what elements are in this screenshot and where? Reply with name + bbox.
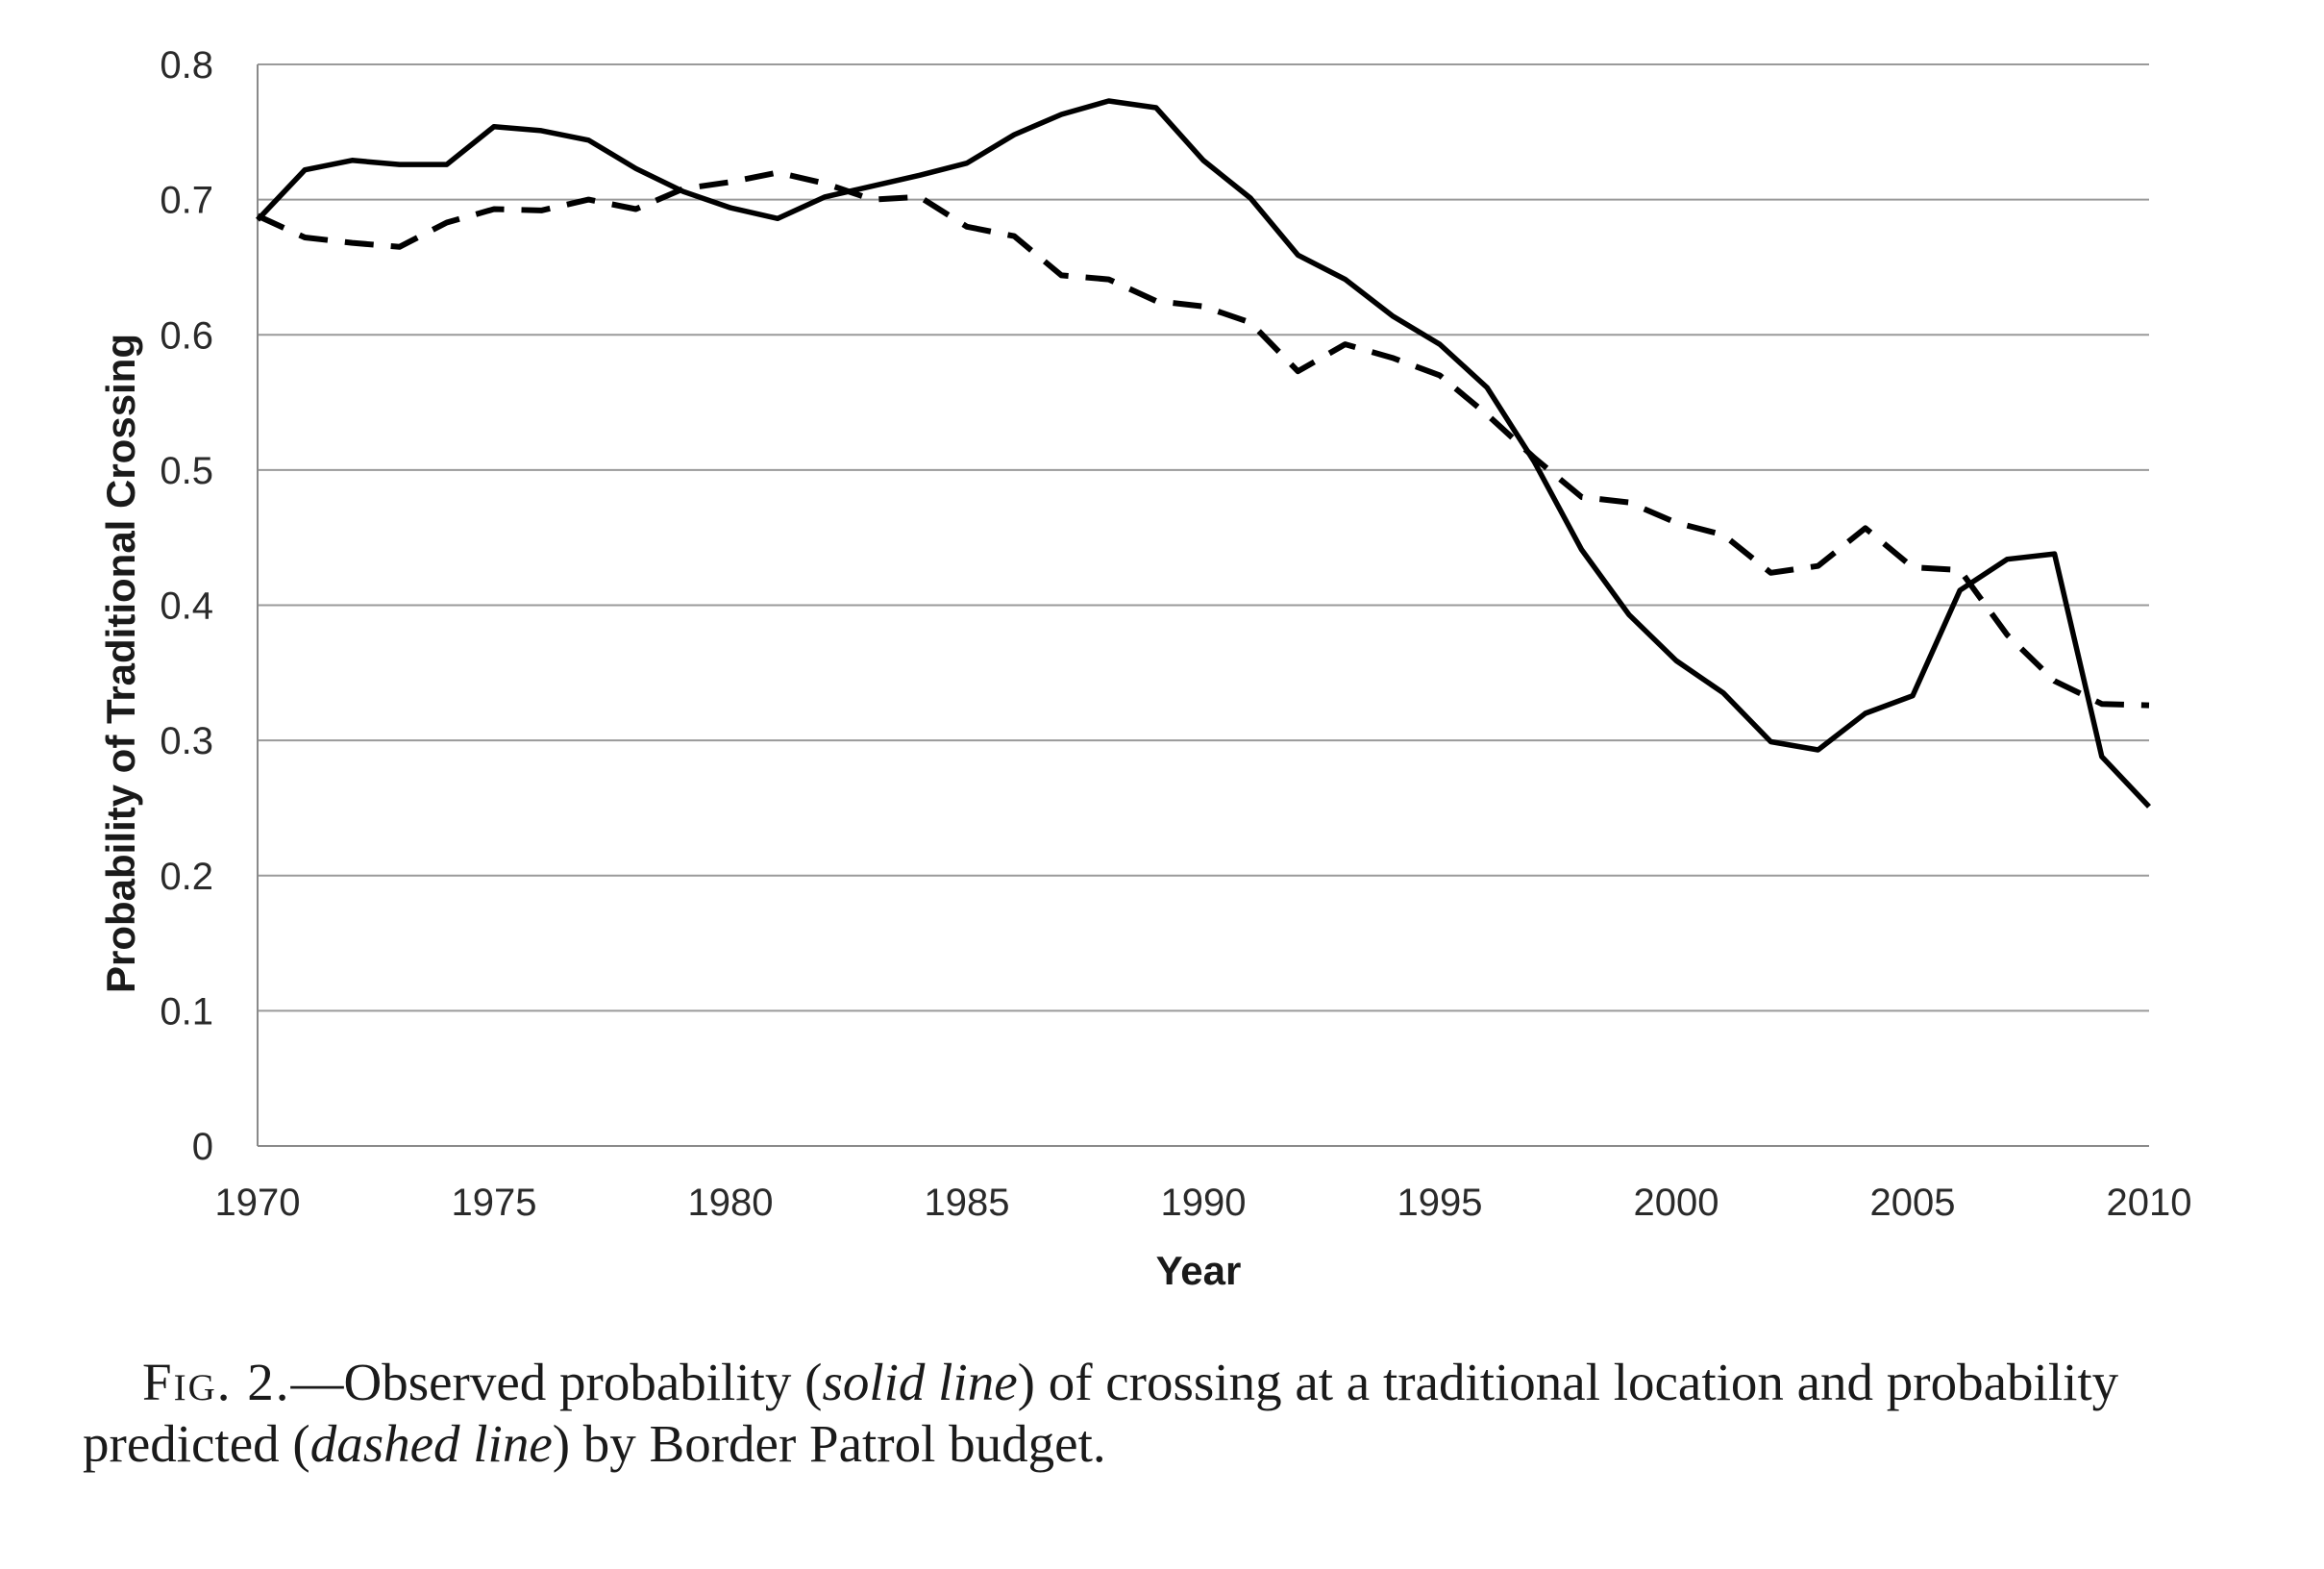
x-tick-label: 1995 (1397, 1182, 1483, 1224)
line-chart: 00.10.20.30.40.50.60.70.8 1970 1975 1980 19… (98, 44, 2192, 1293)
series-lines (256, 98, 2151, 809)
y-tick-label: 0.7 (160, 180, 213, 222)
y-tick-label: 0.5 (160, 450, 213, 492)
x-tick-label: 1990 (1161, 1182, 1247, 1224)
caption-text-3: ) by Border Patrol budget. (552, 1414, 1106, 1473)
y-tick-label: 0.1 (160, 990, 213, 1033)
y-tick-label: 0.2 (160, 856, 213, 898)
x-tick-label: 1980 (688, 1182, 774, 1224)
x-tick-label: 1985 (925, 1182, 1010, 1224)
figure-caption: Fig. 2.—Observed probability (solid line… (83, 1352, 2197, 1475)
x-tick-label: 1975 (452, 1182, 537, 1224)
y-tick-labels: 0 0.1 0.2 0.3 0.4 0.5 0.6 0.7 0.8 (160, 44, 213, 1168)
caption-dash: — (290, 1353, 344, 1411)
solid-series-line (256, 98, 2151, 809)
y-axis-title: Probability of Traditional Crossing (98, 334, 143, 993)
caption-figure-label: Fig. 2. (142, 1353, 291, 1411)
y-tick-label: 0.8 (160, 44, 213, 87)
x-tick-label: 2005 (1870, 1182, 1956, 1224)
x-tick-label: 2010 (2107, 1182, 2192, 1224)
x-tick-label: 2000 (1634, 1182, 1719, 1224)
y-tick-label: 0.4 (160, 585, 213, 628)
x-tick-label: 1970 (215, 1182, 301, 1224)
y-tick-label: 0.6 (160, 314, 213, 357)
caption-text-1: Observed probability ( (343, 1353, 823, 1411)
dashed-series-line (256, 169, 2150, 709)
caption-dashed-term: dashed line (309, 1414, 553, 1473)
caption-text-2: ) of crossing at a traditional location … (83, 1353, 2119, 1473)
y-tick-label: 0 (192, 1126, 213, 1168)
axes (257, 64, 2149, 1147)
caption-solid-term: solid line (822, 1353, 1018, 1411)
x-axis-title: Year (1156, 1248, 1242, 1293)
x-tick-labels: 1970 1975 1980 1985 1990 1995 2000 2005 2010 (215, 1182, 2192, 1224)
gridlines (258, 63, 2149, 1012)
y-tick-label: 0.3 (160, 720, 213, 762)
